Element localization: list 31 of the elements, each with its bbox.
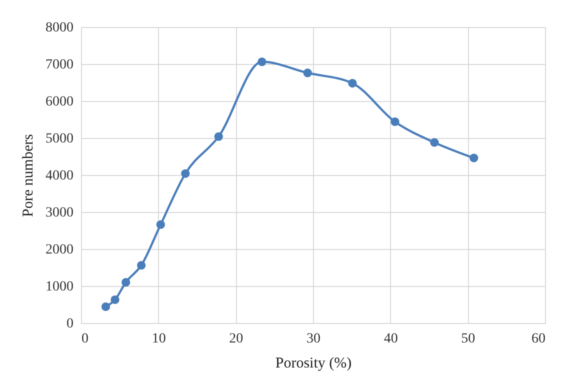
point (430, 138, 439, 147)
y-tick-label: 6000 (46, 94, 74, 110)
x-tick-label: 30 (306, 332, 320, 346)
y-tick-label: 7000 (46, 58, 74, 72)
point (156, 220, 165, 229)
x-axis-title: Porosity (%) (275, 356, 352, 372)
y-tick-label: 0 (66, 316, 74, 332)
point (348, 78, 357, 88)
point (214, 132, 223, 141)
x-tick-label: 0 (82, 332, 88, 346)
point (101, 302, 110, 312)
x-tick-label: 40 (384, 332, 398, 346)
point (181, 169, 190, 178)
y-tick-label: 1000 (46, 280, 74, 294)
point (110, 295, 120, 304)
x-tick-label: 20 (229, 332, 244, 346)
point (390, 117, 400, 126)
y-tick-label: 3000 (46, 206, 74, 220)
point (470, 154, 478, 162)
x-tick-label: 50 (461, 332, 476, 346)
point (258, 57, 266, 66)
y-tick-label: 2000 (46, 242, 74, 258)
point (303, 68, 312, 78)
y-tick-label: 4000 (46, 168, 74, 184)
y-axis-title: Pore numbers (20, 134, 36, 217)
point (136, 260, 146, 270)
x-tick-label: 60 (532, 332, 546, 346)
y-tick-label: 8000 (46, 20, 74, 36)
y-tick-label: 5000 (46, 132, 74, 146)
x-tick-label: 10 (152, 332, 166, 346)
point (122, 278, 130, 287)
